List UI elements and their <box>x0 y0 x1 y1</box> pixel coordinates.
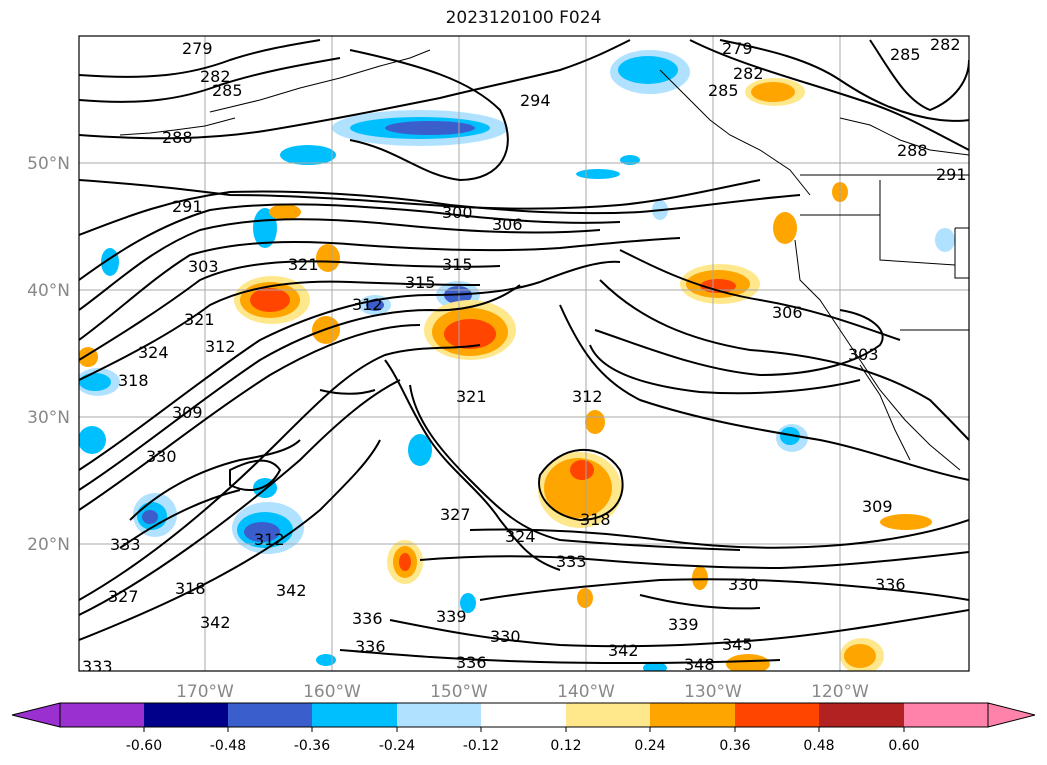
contour-label: 336 <box>456 653 487 672</box>
contour-label: 330 <box>146 447 177 466</box>
colorbar-tick-label: 0.36 <box>719 738 750 754</box>
contour-label: 342 <box>276 581 307 600</box>
contour-label: 333 <box>110 535 141 554</box>
contour-label: 336 <box>355 637 386 656</box>
contour-label: 318 <box>175 579 206 598</box>
contour-label: 285 <box>890 45 921 64</box>
lon-tick-label: 120°W <box>811 682 869 702</box>
map-panel: 279 282 285 288 294 279 282 285 288 291 … <box>78 35 970 676</box>
colorbar-tick-label: -0.60 <box>126 738 162 754</box>
contour-label: 348 <box>684 655 715 674</box>
colorbar-tick-label: 0.24 <box>634 738 665 754</box>
contour-label: 330 <box>490 627 521 646</box>
contour-label: 291 <box>172 197 203 216</box>
contour-label: 303 <box>188 257 219 276</box>
contour-label: 339 <box>436 607 467 626</box>
colorbar-tick-label: 0.48 <box>803 738 834 754</box>
contour-label: 321 <box>456 387 487 406</box>
contour-label: 312 <box>254 530 285 549</box>
contour-label: 321 <box>184 310 215 329</box>
contour-label: 324 <box>138 343 169 362</box>
contour-label: 291 <box>936 165 967 184</box>
contour-label: 282 <box>733 64 764 83</box>
contour-label: 279 <box>182 39 213 58</box>
contour-label: 303 <box>848 345 879 364</box>
contour-label: 333 <box>82 657 113 676</box>
contour-label: 318 <box>118 371 149 390</box>
contour-label: 315 <box>405 273 436 292</box>
contour-label: 306 <box>492 215 523 234</box>
coastlines <box>119 49 969 471</box>
contour-label: 342 <box>608 641 639 660</box>
colorbar-extend-high <box>987 702 1036 728</box>
contour-label: 294 <box>520 91 551 110</box>
lon-tick-label: 170°W <box>176 682 234 702</box>
colorbar-bin <box>735 703 819 727</box>
contour-label: 321 <box>288 255 319 274</box>
contour-label: 327 <box>108 587 139 606</box>
contour-label: 309 <box>172 403 203 422</box>
contour-label: 336 <box>875 575 906 594</box>
contour-label: 285 <box>708 81 739 100</box>
lat-tick-label: 40°N <box>27 281 70 301</box>
contour-lines <box>79 39 969 665</box>
lat-tick-label: 30°N <box>27 408 70 428</box>
contour-label: 282 <box>930 35 961 54</box>
colorbar-tick-label: -0.24 <box>379 738 415 754</box>
colorbar-bin <box>144 703 228 727</box>
colorbar-bin <box>650 703 735 727</box>
colorbar-tick-label: 0.12 <box>550 738 581 754</box>
contour-label: 339 <box>668 615 699 634</box>
lon-tick-label: 130°W <box>684 682 742 702</box>
contour-label: 318 <box>580 510 611 529</box>
contour-label: 288 <box>162 128 193 147</box>
contour-label: 333 <box>556 552 587 571</box>
colorbar-bin <box>481 703 566 727</box>
contour-label: 288 <box>897 141 928 160</box>
colorbar-tick-label: 0.60 <box>888 738 919 754</box>
contour-label: 279 <box>722 39 753 58</box>
colorbar-bin <box>228 703 312 727</box>
colorbar-tick-label: -0.36 <box>294 738 330 754</box>
contour-label: 315 <box>442 255 473 274</box>
lon-tick-label: 150°W <box>430 682 488 702</box>
contour-label: 327 <box>440 505 471 524</box>
longitude-labels: 170°W 160°W 150°W 140°W 130°W 120°W <box>176 682 869 702</box>
colorbar-bin <box>566 703 650 727</box>
contour-label: 324 <box>505 527 536 546</box>
colorbar-tick-label: -0.12 <box>463 738 499 754</box>
graticule <box>79 36 969 671</box>
contour-label: 282 <box>200 67 231 86</box>
colorbar-extend-low <box>11 702 61 728</box>
contour-labels: 279 282 285 288 294 279 282 285 288 291 … <box>82 35 967 676</box>
contour-label: 312 <box>205 337 236 356</box>
contour-label: 300 <box>442 203 473 222</box>
map-title: 2023120100 F024 <box>445 8 602 28</box>
contour-label: 330 <box>728 575 759 594</box>
lat-tick-label: 20°N <box>27 535 70 555</box>
contour-label: 342 <box>200 613 231 632</box>
contour-label: 336 <box>352 609 383 628</box>
shaded-field <box>79 50 955 671</box>
colorbar-bin <box>819 703 904 727</box>
lon-tick-label: 160°W <box>303 682 361 702</box>
colorbar-bin <box>312 703 397 727</box>
colorbar-bin <box>60 703 144 727</box>
colorbar-bin <box>904 703 988 727</box>
contour-label: 309 <box>862 497 893 516</box>
contour-label: 306 <box>772 303 803 322</box>
lon-tick-label: 140°W <box>557 682 615 702</box>
colorbar-tick-label: -0.48 <box>210 738 246 754</box>
lat-tick-label: 50°N <box>27 154 70 174</box>
contour-label: 345 <box>722 635 753 654</box>
contour-label: 312 <box>352 295 383 314</box>
colorbar-bin <box>397 703 481 727</box>
map-frame <box>78 35 970 672</box>
contour-label: 285 <box>212 81 243 100</box>
contour-label: 312 <box>572 387 603 406</box>
latitude-labels: 50°N 40°N 30°N 20°N <box>27 154 70 555</box>
colorbar: -0.60 -0.48 -0.36 -0.24 -0.12 0.12 0.24 … <box>11 702 1036 754</box>
